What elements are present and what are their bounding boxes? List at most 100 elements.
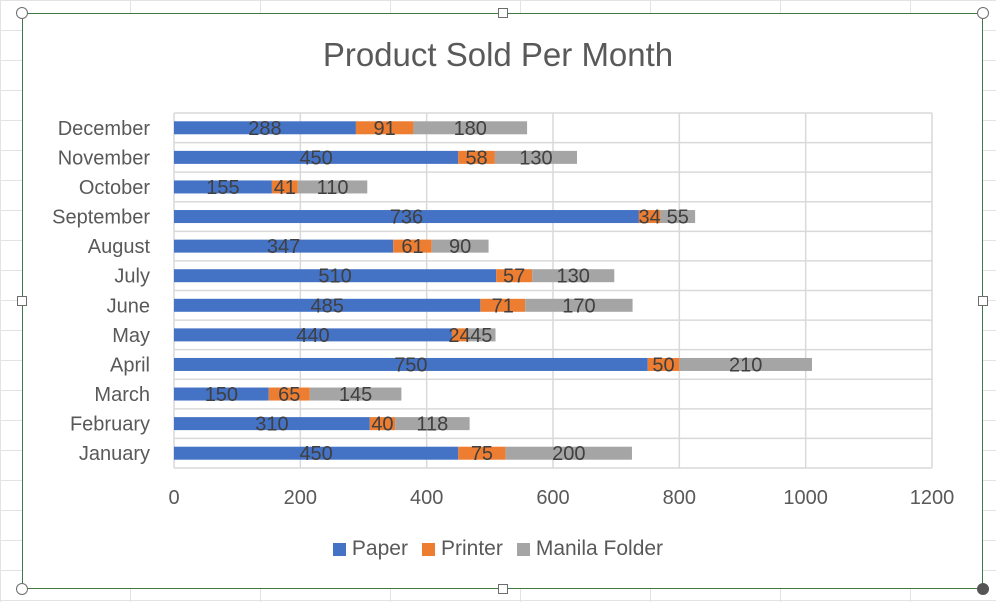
bar-segment-printer[interactable]	[271, 180, 298, 194]
data-label: 75	[471, 443, 493, 465]
gridlines	[173, 112, 933, 469]
bar-segment-printer[interactable]	[496, 269, 533, 283]
y-tick-label: March	[94, 384, 150, 406]
bar-segment-manila-folder[interactable]	[660, 210, 696, 224]
bar-segment-manila-folder[interactable]	[679, 357, 812, 371]
y-tick-label: June	[107, 295, 150, 317]
bar-segment-paper[interactable]	[174, 328, 452, 342]
data-label: 210	[729, 354, 762, 376]
data-labels: 450 75 200 310 40 118 150 65 145 750 50 210 440 24 45 4…	[205, 118, 763, 465]
resize-handle-bottom[interactable]	[498, 584, 508, 594]
bar-segment-paper[interactable]	[174, 269, 497, 283]
bar-segment-manila-folder[interactable]	[525, 298, 633, 312]
bar-segment-manila-folder[interactable]	[431, 239, 489, 253]
data-label: 180	[454, 118, 487, 140]
bar-segment-manila-folder[interactable]	[413, 121, 528, 135]
data-label: 90	[449, 236, 471, 258]
data-label: 34	[639, 207, 661, 229]
y-tick-label: December	[58, 118, 151, 140]
data-label: 288	[248, 118, 281, 140]
data-label: 200	[552, 443, 585, 465]
y-tick-label: November	[58, 147, 151, 169]
bar-segment-manila-folder[interactable]	[505, 446, 632, 460]
bar-segment-paper[interactable]	[174, 357, 648, 371]
data-label: 71	[492, 295, 514, 317]
x-tick-label: 600	[536, 487, 569, 509]
data-label: 750	[394, 354, 427, 376]
bar-segment-printer[interactable]	[355, 121, 414, 135]
bar-segment-printer[interactable]	[393, 239, 432, 253]
legend-item-printer: Printer	[421, 537, 503, 561]
bar-segment-printer[interactable]	[451, 328, 468, 342]
bar-segment-paper[interactable]	[174, 121, 356, 135]
resize-handle-bottom-right[interactable]	[977, 583, 989, 595]
legend-label-manila-folder: Manila Folder	[535, 537, 664, 560]
bar-segment-manila-folder[interactable]	[467, 328, 496, 342]
bar-segment-manila-folder[interactable]	[309, 387, 402, 401]
data-label: 130	[557, 266, 590, 288]
bar-segment-paper[interactable]	[174, 417, 370, 431]
bar-segment-paper[interactable]	[174, 387, 269, 401]
y-tick-label: April	[110, 354, 150, 376]
x-tick-label: 0	[168, 487, 179, 509]
bar-segment-printer[interactable]	[268, 387, 310, 401]
data-label: 145	[339, 384, 372, 406]
bar-segment-printer[interactable]	[638, 210, 661, 224]
bar-segment-paper[interactable]	[174, 298, 481, 312]
legend-item-paper: Paper	[332, 537, 408, 561]
legend-label-printer: Printer	[440, 537, 503, 560]
data-label: 130	[519, 147, 552, 169]
x-tick-label: 1200	[910, 487, 955, 509]
bar-segment-paper[interactable]	[174, 446, 459, 460]
bars	[174, 121, 812, 460]
data-label: 450	[299, 147, 332, 169]
bar-segment-manila-folder[interactable]	[395, 417, 470, 431]
y-tick-label: February	[70, 414, 150, 436]
resize-handle-right[interactable]	[978, 296, 988, 306]
data-label: 736	[390, 207, 423, 229]
bar-segment-manila-folder[interactable]	[494, 150, 578, 164]
data-label: 45	[470, 325, 492, 347]
x-tick-label: 400	[410, 487, 443, 509]
bar-segment-paper[interactable]	[174, 180, 272, 194]
resize-handle-top-right[interactable]	[977, 7, 989, 19]
data-label: 450	[299, 443, 332, 465]
bar-segment-paper[interactable]	[174, 239, 394, 253]
bar-segment-paper[interactable]	[174, 150, 459, 164]
bar-segment-manila-folder[interactable]	[297, 180, 368, 194]
resize-handle-left[interactable]	[17, 296, 27, 306]
data-label: 58	[465, 147, 487, 169]
axes: 0 200 400 600 800 1000 1200 January February Mar…	[52, 118, 954, 509]
resize-handle-top[interactable]	[498, 8, 508, 18]
data-label: 55	[667, 207, 689, 229]
y-tick-label: January	[79, 443, 150, 465]
y-tick-label: August	[88, 236, 151, 258]
data-label: 61	[401, 236, 423, 258]
resize-handle-bottom-left[interactable]	[16, 583, 28, 595]
x-tick-label: 200	[284, 487, 317, 509]
bar-segment-printer[interactable]	[458, 150, 495, 164]
data-label: 24	[448, 325, 470, 347]
data-label: 150	[205, 384, 238, 406]
data-label: 40	[371, 414, 393, 436]
legend-swatch-printer	[421, 542, 435, 556]
data-label: 347	[267, 236, 300, 258]
data-label: 155	[206, 177, 239, 199]
data-label: 57	[503, 266, 525, 288]
x-tick-label: 800	[663, 487, 696, 509]
legend: Paper Printer Manila Folder	[0, 537, 996, 561]
legend-label-paper: Paper	[351, 537, 408, 560]
bar-segment-printer[interactable]	[369, 417, 396, 431]
data-label: 41	[274, 177, 296, 199]
data-label: 170	[562, 295, 595, 317]
bar-segment-manila-folder[interactable]	[532, 269, 615, 283]
resize-handle-top-left[interactable]	[16, 7, 28, 19]
data-label: 118	[416, 414, 448, 436]
bar-segment-printer[interactable]	[458, 446, 506, 460]
bar-segment-paper[interactable]	[174, 210, 639, 224]
y-tick-label: September	[52, 207, 150, 229]
data-label: 485	[310, 295, 343, 317]
bar-segment-printer[interactable]	[647, 357, 680, 371]
bar-segment-printer[interactable]	[480, 298, 526, 312]
